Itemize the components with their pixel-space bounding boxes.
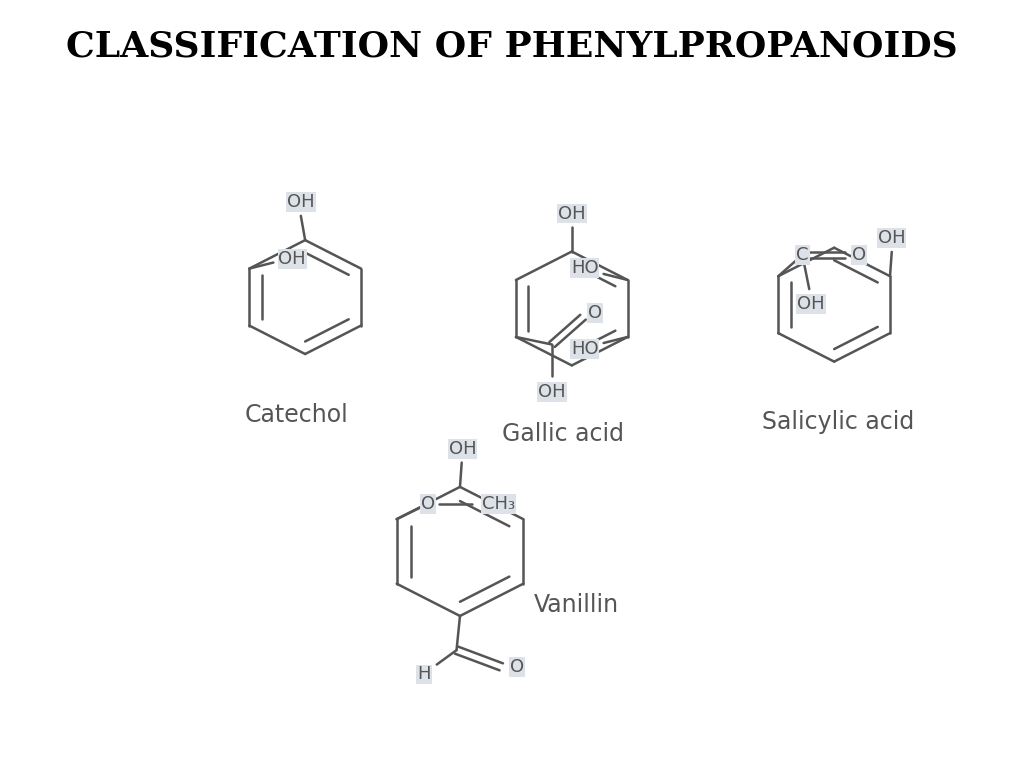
Text: Salicylic acid: Salicylic acid: [762, 410, 914, 435]
Text: OH: OH: [558, 204, 586, 223]
Text: HO: HO: [570, 259, 598, 276]
Text: HO: HO: [570, 340, 598, 358]
Text: CLASSIFICATION OF PHENYLPROPANOIDS: CLASSIFICATION OF PHENYLPROPANOIDS: [67, 29, 957, 64]
Text: C: C: [796, 246, 809, 264]
Text: H: H: [417, 665, 431, 684]
Text: O: O: [852, 246, 866, 264]
Text: OH: OH: [449, 440, 476, 458]
Text: O: O: [510, 658, 524, 676]
Text: O: O: [588, 304, 602, 323]
Text: OH: OH: [539, 382, 566, 401]
Text: OH: OH: [797, 295, 824, 313]
Text: Vanillin: Vanillin: [534, 593, 618, 617]
Text: O: O: [421, 495, 435, 513]
Text: Catechol: Catechol: [245, 402, 348, 427]
Text: CH₃: CH₃: [481, 495, 515, 513]
Text: OH: OH: [287, 194, 314, 211]
Text: Gallic acid: Gallic acid: [502, 422, 625, 445]
Text: OH: OH: [878, 229, 905, 247]
Text: OH: OH: [279, 250, 306, 268]
